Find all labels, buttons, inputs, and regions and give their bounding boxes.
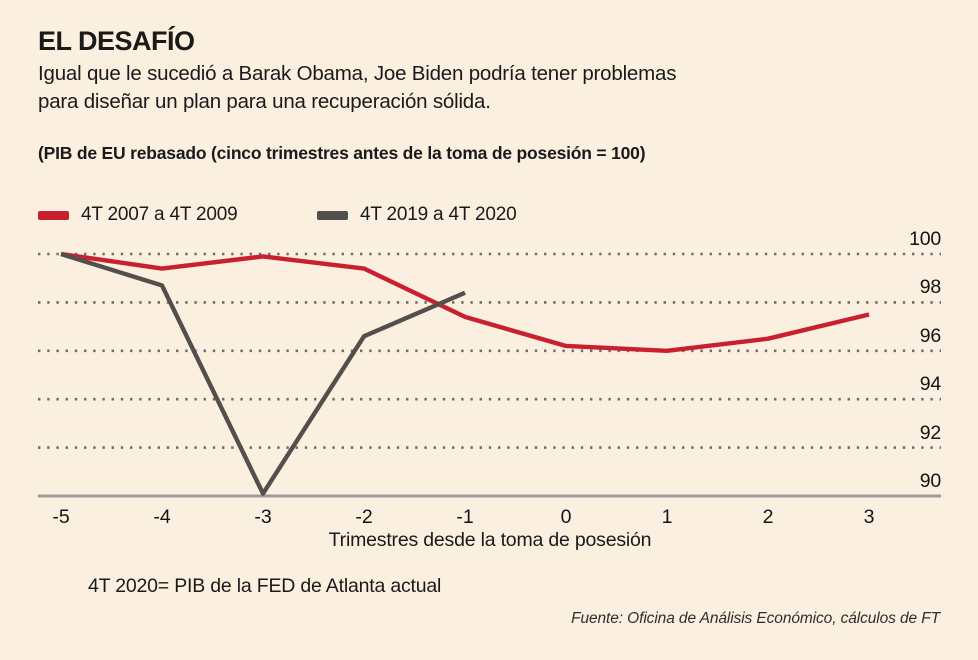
y-tick-label: 100: [909, 228, 941, 250]
footnote: 4T 2020= PIB de la FED de Atlanta actual: [88, 575, 442, 597]
legend: 4T 2007 a 4T 2009 4T 2019 a 4T 2020: [0, 204, 978, 228]
y-tick-label: 96: [919, 324, 941, 347]
y-tick-label: 98: [919, 276, 941, 299]
x-tick-label: 1: [661, 506, 673, 528]
legend-swatch-gray: [317, 210, 348, 220]
subtitle-line-1: Igual que le sucedió a Barak Obama, Joe …: [38, 62, 677, 85]
series-line-1: [60, 251, 466, 496]
x-axis-title-text: Trimestres desde la toma de posesión: [328, 529, 652, 551]
x-tick-label: -5: [52, 506, 70, 528]
y-tick-label: 92: [919, 421, 941, 444]
y-tick-label: 94: [919, 373, 941, 396]
x-tick-label: -2: [355, 506, 373, 528]
x-tick-label: -4: [153, 506, 171, 528]
x-tick-label: -1: [456, 506, 474, 528]
legend-item-2019: 4T 2019 a 4T 2020: [317, 204, 517, 226]
x-tick-label: 2: [762, 506, 774, 528]
y-tick-label: 90: [919, 470, 941, 492]
subtitle-line-2: para diseñar un plan para una recuperaci…: [38, 90, 491, 113]
series-lines: [60, 251, 870, 496]
legend-item-2007: 4T 2007 a 4T 2009: [38, 204, 238, 226]
subtitle: Igual que le sucedió a Barak Obama, Joe …: [38, 60, 676, 116]
legend-label-2019: 4T 2019 a 4T 2020: [360, 204, 517, 225]
page-title: EL DESAFÍO: [38, 26, 195, 56]
source-credit: Fuente: Oficina de Análisis Económico, c…: [571, 610, 940, 627]
x-tick-label: 3: [863, 506, 875, 528]
legend-label-2007: 4T 2007 a 4T 2009: [81, 204, 238, 225]
x-axis-title: Trimestres desde la toma de posesión: [0, 529, 978, 552]
gridlines: [38, 252, 941, 498]
x-tick-label: 0: [560, 506, 572, 528]
legend-swatch-red: [38, 210, 69, 220]
chart-units-label: (PIB de EU rebasado (cinco trimestres an…: [38, 143, 646, 163]
x-tick-label: -3: [254, 506, 272, 528]
series-line-0: [60, 251, 870, 353]
